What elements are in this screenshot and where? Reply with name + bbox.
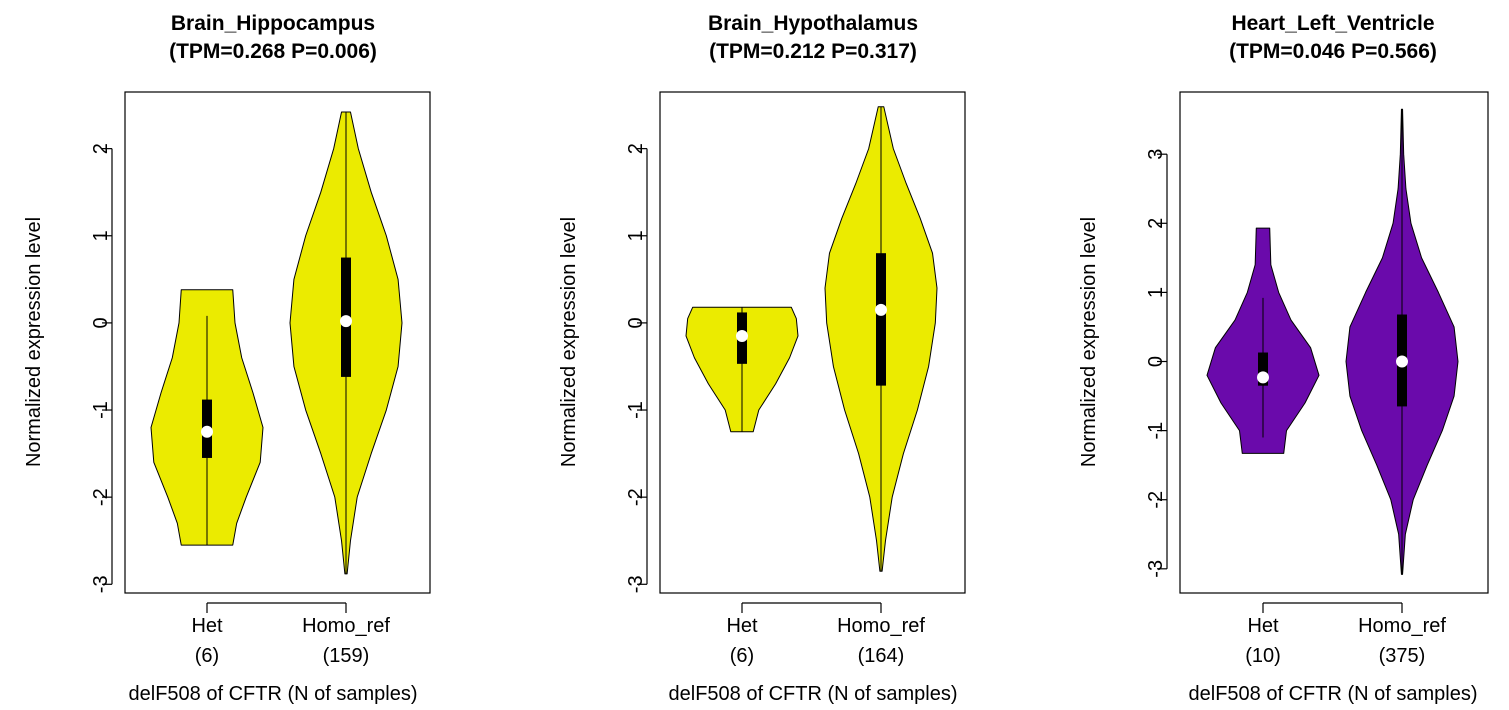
y-tick-label: -3	[1145, 560, 1167, 578]
y-tick-label: 2	[1145, 218, 1167, 229]
chart-title: Brain_Hypothalamus	[708, 12, 918, 35]
y-tick-label: 1	[625, 230, 647, 241]
y-tick-label: 0	[90, 317, 112, 328]
x-category-label: Het	[726, 615, 758, 637]
violin-iqr-box	[876, 253, 886, 386]
violin-median-point	[736, 329, 748, 342]
x-category-count: (375)	[1379, 645, 1426, 667]
x-category-count: (159)	[323, 645, 370, 667]
y-tick-label: -3	[90, 575, 112, 593]
x-category-count: (6)	[730, 645, 754, 667]
violin-iqr-box	[1258, 352, 1268, 386]
y-axis: -3 -2 -1 0 1 2	[625, 143, 648, 593]
y-tick-label: 1	[90, 230, 112, 241]
chart-title: Heart_Left_Ventricle	[1231, 12, 1434, 35]
chart-subtitle: (TPM=0.046 P=0.566)	[1229, 40, 1437, 63]
y-tick-label: 2	[625, 143, 647, 154]
plot-frame	[1179, 91, 1489, 594]
y-axis: -3 -2 -1 0 1 2	[90, 143, 113, 593]
y-tick-label: -1	[90, 401, 112, 419]
x-category-count: (164)	[858, 645, 905, 667]
y-axis-label: Normalized expression level	[23, 217, 45, 467]
violin-median-point	[340, 315, 352, 328]
violin-median-point	[1257, 371, 1269, 384]
chart-panel: Heart_Left_Ventricle (TPM=0.046 P=0.566) -…	[1078, 12, 1489, 705]
y-tick-label: -2	[1145, 491, 1167, 509]
y-tick-label: 3	[1145, 149, 1167, 160]
violin-median-point	[875, 303, 887, 316]
y-tick-label: 0	[1145, 356, 1167, 367]
x-axis-label: delF508 of CFTR (N of samples)	[669, 683, 958, 705]
y-tick-label: -3	[625, 575, 647, 593]
x-category-label: Homo_ref	[302, 615, 390, 637]
y-tick-label: 2	[90, 143, 112, 154]
y-tick-label: -1	[1145, 422, 1167, 440]
y-axis-label: Normalized expression level	[1078, 217, 1100, 467]
violin-median-point	[201, 425, 213, 438]
y-tick-label: -1	[625, 401, 647, 419]
x-axis-label: delF508 of CFTR (N of samples)	[129, 683, 418, 705]
x-category-label: Het	[1247, 615, 1279, 637]
y-tick-label: 1	[1145, 287, 1167, 298]
plot-frame	[124, 91, 431, 594]
y-tick-label: -2	[90, 488, 112, 506]
chart-title: Brain_Hippocampus	[171, 12, 375, 35]
plot-frame	[659, 91, 966, 594]
y-tick-label: -2	[625, 488, 647, 506]
x-category-label: Homo_ref	[1358, 615, 1446, 637]
x-category-label: Het	[191, 615, 223, 637]
x-axis: Het (6) Homo_ref (164)	[726, 602, 925, 667]
chart-panel: Brain_Hippocampus (TPM=0.268 P=0.006) -3 -2…	[23, 12, 431, 705]
x-axis: Het (6) Homo_ref (159)	[191, 602, 390, 667]
violin-median-point	[1396, 355, 1408, 368]
chart-panel: Brain_Hypothalamus(TPM=0.212 P=0.317)-3-…	[558, 12, 966, 705]
x-category-count: (6)	[195, 645, 219, 667]
x-axis: Het (10) Homo_ref (375)	[1245, 602, 1446, 667]
y-axis-label: Normalized expression level	[558, 217, 580, 467]
x-category-label: Homo_ref	[837, 615, 925, 637]
x-axis-label: delF508 of CFTR (N of samples)	[1189, 683, 1478, 705]
y-tick-label: 0	[625, 317, 647, 328]
chart-subtitle: (TPM=0.268 P=0.006)	[169, 40, 377, 63]
chart-subtitle: (TPM=0.212 P=0.317)	[709, 40, 917, 63]
x-category-count: (10)	[1245, 645, 1281, 667]
y-axis: -3 -2 -1 0 1 2 3	[1145, 149, 1168, 578]
